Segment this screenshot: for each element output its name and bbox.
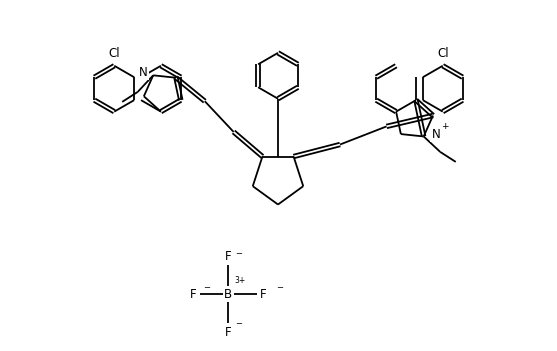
Text: −: −	[235, 249, 242, 258]
Text: Cl: Cl	[109, 47, 120, 60]
Text: −: −	[276, 283, 284, 292]
Text: B: B	[224, 287, 232, 300]
Text: 3+: 3+	[234, 276, 245, 285]
Text: N: N	[432, 128, 440, 141]
Text: F: F	[225, 250, 232, 263]
Text: F: F	[225, 326, 232, 339]
Text: F: F	[190, 287, 197, 300]
Text: −: −	[235, 319, 242, 329]
Text: N: N	[139, 66, 148, 79]
Text: Cl: Cl	[437, 47, 448, 60]
Text: +: +	[441, 122, 448, 131]
Text: F: F	[260, 287, 266, 300]
Text: −: −	[203, 283, 210, 292]
